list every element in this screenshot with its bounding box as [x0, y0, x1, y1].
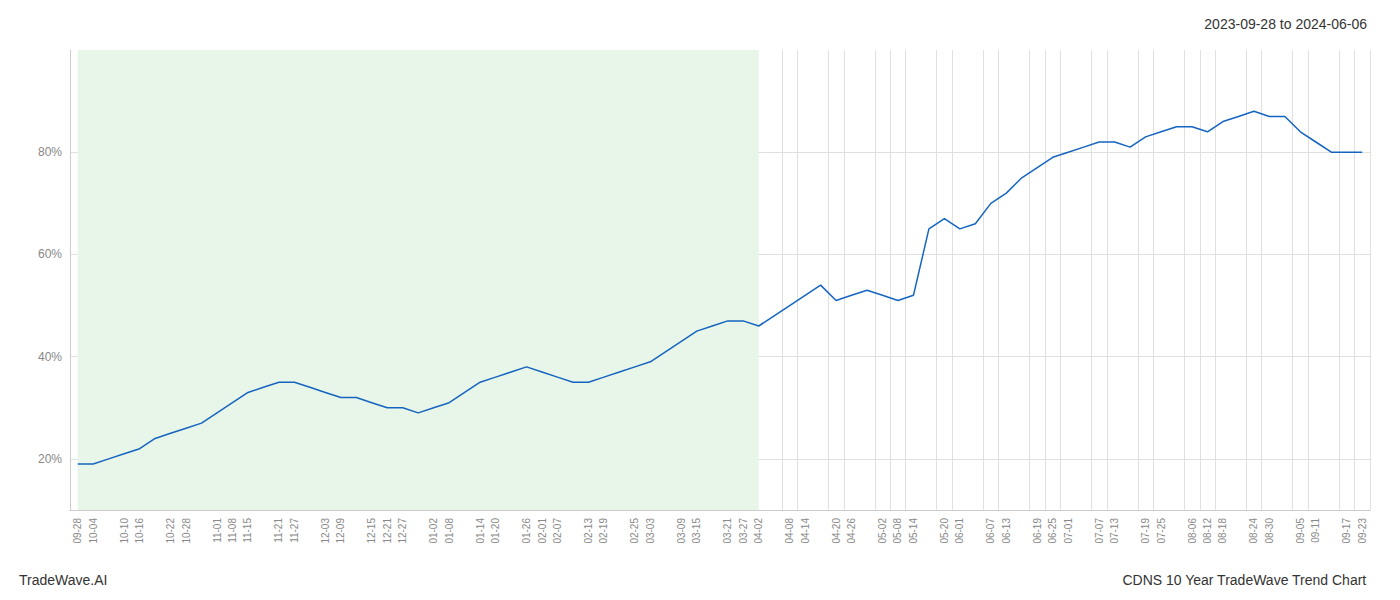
svg-text:11-08: 11-08: [227, 518, 238, 543]
svg-text:01-26: 01-26: [521, 518, 532, 544]
svg-text:08-30: 08-30: [1264, 518, 1275, 544]
svg-text:12-09: 12-09: [335, 518, 346, 544]
svg-text:12-21: 12-21: [382, 518, 393, 544]
svg-text:04-14: 04-14: [800, 518, 811, 544]
svg-text:05-20: 05-20: [939, 518, 950, 544]
svg-text:08-24: 08-24: [1248, 518, 1259, 544]
svg-text:02-01: 02-01: [537, 518, 548, 544]
svg-text:CDNS 10 Year TradeWave Trend C: CDNS 10 Year TradeWave Trend Chart: [1122, 572, 1366, 588]
svg-text:2023-09-28 to 2024-06-06: 2023-09-28 to 2024-06-06: [1204, 16, 1367, 32]
svg-text:01-14: 01-14: [475, 518, 486, 544]
svg-text:11-21: 11-21: [273, 518, 284, 543]
svg-text:06-01: 06-01: [954, 518, 965, 544]
svg-text:05-02: 05-02: [877, 518, 888, 544]
svg-text:80%: 80%: [38, 145, 62, 159]
svg-text:10-16: 10-16: [134, 518, 145, 544]
svg-text:11-15: 11-15: [242, 518, 253, 543]
svg-text:06-25: 06-25: [1047, 518, 1058, 544]
svg-text:06-07: 06-07: [985, 518, 996, 544]
svg-text:60%: 60%: [38, 247, 62, 261]
svg-text:02-25: 02-25: [629, 518, 640, 544]
svg-text:04-02: 04-02: [753, 518, 764, 544]
svg-text:05-14: 05-14: [908, 518, 919, 544]
svg-text:10-10: 10-10: [119, 518, 130, 544]
svg-text:TradeWave.AI: TradeWave.AI: [19, 572, 107, 588]
svg-text:12-03: 12-03: [320, 518, 331, 544]
svg-text:10-22: 10-22: [165, 518, 176, 544]
svg-text:10-04: 10-04: [88, 518, 99, 544]
svg-text:08-06: 08-06: [1187, 518, 1198, 544]
svg-text:03-09: 03-09: [676, 518, 687, 544]
svg-text:40%: 40%: [38, 350, 62, 364]
svg-text:01-02: 01-02: [428, 518, 439, 544]
svg-text:02-07: 02-07: [552, 518, 563, 544]
svg-text:03-15: 03-15: [691, 518, 702, 544]
svg-text:07-13: 07-13: [1109, 518, 1120, 544]
svg-text:09-11: 09-11: [1310, 518, 1321, 543]
svg-text:02-19: 02-19: [598, 518, 609, 544]
svg-text:09-05: 09-05: [1295, 518, 1306, 544]
svg-text:01-08: 01-08: [444, 518, 455, 544]
svg-text:04-20: 04-20: [831, 518, 842, 544]
svg-text:10-28: 10-28: [181, 518, 192, 544]
svg-text:03-27: 03-27: [738, 518, 749, 544]
svg-text:03-21: 03-21: [722, 518, 733, 544]
svg-text:07-19: 07-19: [1140, 518, 1151, 544]
svg-text:12-27: 12-27: [397, 518, 408, 544]
svg-text:20%: 20%: [38, 452, 62, 466]
svg-text:02-13: 02-13: [583, 518, 594, 544]
svg-text:04-08: 04-08: [784, 518, 795, 544]
svg-text:09-23: 09-23: [1357, 518, 1368, 544]
svg-text:12-15: 12-15: [366, 518, 377, 544]
svg-text:08-18: 08-18: [1217, 518, 1228, 544]
svg-text:08-12: 08-12: [1202, 518, 1213, 544]
svg-text:11-27: 11-27: [289, 518, 300, 543]
svg-text:05-08: 05-08: [892, 518, 903, 544]
svg-text:07-07: 07-07: [1094, 518, 1105, 544]
svg-text:07-01: 07-01: [1063, 518, 1074, 544]
svg-text:03-03: 03-03: [645, 518, 656, 544]
svg-text:11-01: 11-01: [212, 518, 223, 543]
svg-text:07-25: 07-25: [1156, 518, 1167, 544]
svg-text:04-26: 04-26: [846, 518, 857, 544]
svg-text:01-20: 01-20: [490, 518, 501, 544]
svg-text:09-17: 09-17: [1341, 518, 1352, 544]
svg-text:09-28: 09-28: [72, 518, 83, 544]
svg-text:06-13: 06-13: [1001, 518, 1012, 544]
svg-text:06-19: 06-19: [1032, 518, 1043, 544]
